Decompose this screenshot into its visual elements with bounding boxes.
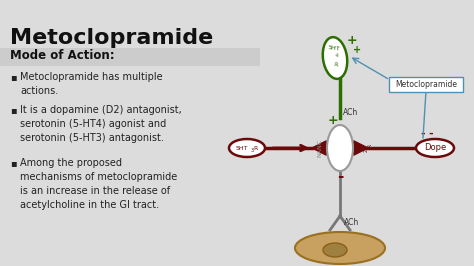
FancyBboxPatch shape (0, 48, 260, 66)
Text: It is a dopamine (D2) antagonist,
serotonin (5-HT4) agonist and
serotonin (5-HT3: It is a dopamine (D2) antagonist, seroto… (20, 105, 182, 143)
Polygon shape (312, 141, 340, 155)
Ellipse shape (295, 232, 385, 264)
Text: R: R (334, 62, 338, 68)
Text: +: + (353, 45, 361, 55)
Text: 5HT: 5HT (236, 146, 248, 151)
Text: Metoclopramide: Metoclopramide (395, 80, 457, 89)
Ellipse shape (323, 37, 347, 79)
FancyBboxPatch shape (389, 77, 463, 92)
Polygon shape (340, 141, 368, 155)
Text: Among the proposed
mechanisms of metoclopramide
is an increase in the release of: Among the proposed mechanisms of metoclo… (20, 158, 177, 210)
Text: ▪: ▪ (10, 158, 17, 168)
Text: Metoclopramide: Metoclopramide (10, 28, 213, 48)
Text: -: - (337, 168, 343, 184)
Text: ACh: ACh (344, 218, 359, 227)
Text: ▪: ▪ (10, 72, 17, 82)
Text: R: R (367, 144, 373, 148)
Text: Dope: Dope (424, 143, 446, 152)
Text: NANC: NANC (318, 139, 322, 157)
Text: Metoclopramide has multiple
actions.: Metoclopramide has multiple actions. (20, 72, 163, 96)
Text: -: - (428, 129, 433, 139)
Ellipse shape (323, 243, 347, 257)
Text: ACh: ACh (343, 108, 358, 117)
Text: ▪: ▪ (10, 105, 17, 115)
Text: 5HT: 5HT (328, 45, 340, 51)
Text: 4: 4 (335, 53, 339, 59)
Text: Mode of Action:: Mode of Action: (10, 49, 115, 62)
Text: +: + (346, 34, 357, 47)
Text: 2: 2 (364, 148, 368, 152)
Text: -: - (421, 129, 425, 139)
Text: +: + (328, 114, 338, 127)
Ellipse shape (416, 139, 454, 157)
Text: 3: 3 (250, 148, 254, 153)
Text: D: D (359, 144, 365, 148)
Text: R: R (254, 146, 258, 151)
Ellipse shape (229, 139, 265, 157)
Ellipse shape (327, 125, 353, 171)
